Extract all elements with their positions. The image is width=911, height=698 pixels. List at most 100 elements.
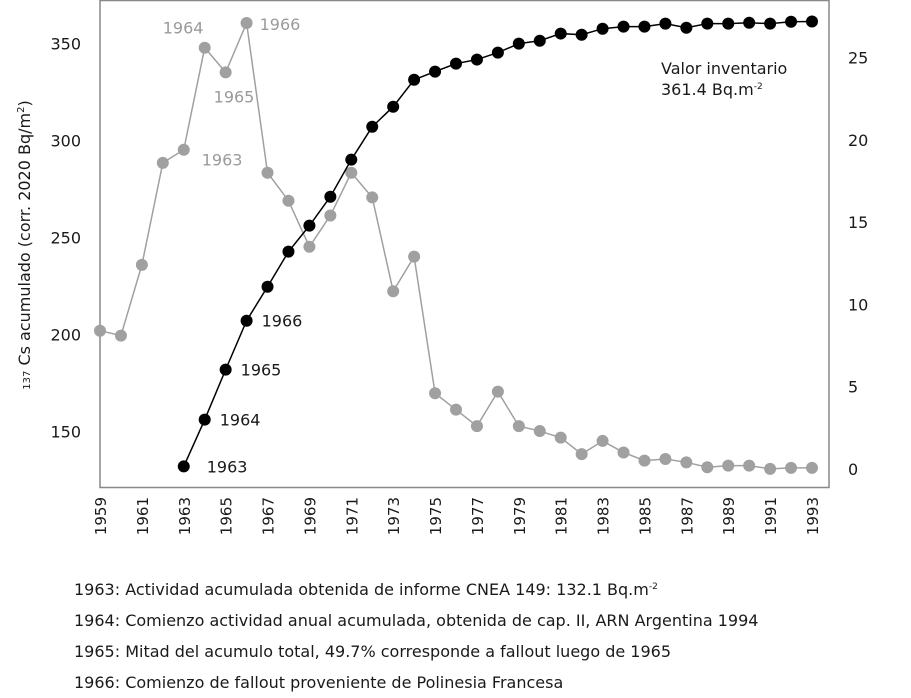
data-point (638, 454, 651, 467)
data-point (701, 17, 714, 30)
data-point (470, 53, 483, 66)
data-point (177, 143, 190, 156)
data-point (429, 387, 442, 400)
x-axis-tick-label: 1991 (762, 497, 780, 535)
data-point (680, 456, 693, 469)
left-axis-tick-label: 300 (50, 132, 81, 151)
right-axis-tick-label: 15 (848, 213, 868, 232)
y-axis-label-text: 137 Cs acumulado (corr. 2020 Bq/m2) (15, 100, 34, 389)
footnote-exponent: -2 (648, 582, 658, 592)
x-axis-ticks: 1959 1961 1963 1965 1967 1969 1971 1973 1975 1977… (92, 497, 822, 535)
footnote-1966: 1966: Comienzo de fallout proveniente de… (74, 667, 758, 698)
data-point (743, 459, 756, 472)
x-axis-tick-label: 1965 (218, 497, 236, 535)
data-point (282, 245, 295, 258)
left-axis-tick-label: 250 (50, 229, 81, 248)
left-axis-tick-label: 350 (50, 35, 81, 54)
plot-area-frame (99, 0, 830, 489)
data-point (806, 461, 818, 474)
gray-point-label: 1963 (202, 151, 243, 170)
x-axis-tick-label: 1993 (804, 497, 822, 535)
y-axis-label-tail: ) (15, 100, 34, 106)
data-point (219, 66, 232, 79)
right-axis-tick-label: 10 (848, 295, 868, 314)
gray-point-label: 1966 (260, 15, 301, 34)
right-axis-tick-label: 5 (848, 378, 858, 397)
footnote-1965: 1965: Mitad del acumulo total, 49.7% cor… (74, 636, 758, 667)
data-point (659, 453, 672, 466)
data-point (596, 22, 609, 35)
data-point (785, 15, 798, 28)
right-axis-tick-label: 0 (848, 460, 858, 479)
black-point-label: 1963 (207, 457, 248, 476)
black-point-label: 1964 (220, 411, 261, 430)
gray-point-label: 1965 (214, 87, 255, 106)
y-axis-label-exp: 2 (16, 107, 27, 113)
data-point (261, 166, 274, 179)
x-axis-tick-label: 1973 (385, 497, 403, 535)
data-point (701, 461, 714, 474)
data-point (638, 20, 651, 33)
x-axis-tick-label: 1961 (134, 497, 152, 535)
data-point (387, 285, 400, 298)
data-point (491, 385, 504, 398)
data-point (722, 17, 735, 30)
data-point (240, 17, 253, 30)
x-axis-tick-label: 1969 (301, 497, 319, 535)
data-point (324, 190, 337, 203)
data-point (135, 258, 148, 271)
data-point (366, 120, 379, 133)
data-point (743, 16, 756, 29)
right-axis-tick-label: 25 (848, 49, 868, 68)
x-axis-tick-label: 1959 (92, 497, 110, 535)
data-point (94, 324, 106, 337)
data-point (156, 156, 169, 169)
data-point (387, 100, 400, 113)
x-axis-tick-label: 1985 (636, 497, 654, 535)
inventory-exponent: -2 (754, 82, 763, 92)
left-axis-tick-label: 150 (50, 423, 81, 442)
series-cumulative (177, 15, 818, 473)
data-point (764, 462, 777, 475)
x-axis-tick-label: 1963 (176, 497, 194, 535)
data-point (219, 363, 232, 376)
inventory-label-line2: 361.4 Bq.m-2 (661, 80, 763, 99)
data-point (114, 329, 127, 342)
footnote-text: 1966: Comienzo de fallout proveniente de… (74, 673, 564, 692)
data-point (722, 459, 735, 472)
data-point (659, 17, 672, 30)
data-point (491, 46, 504, 59)
y-axis-label-isotope: 137 (22, 371, 33, 390)
footnote-text: 1963: Actividad acumulada obtenida de in… (74, 580, 649, 599)
x-axis-tick-label: 1975 (427, 497, 445, 535)
data-point (303, 219, 316, 232)
left-axis-ticks: 150 200 250 300 350 (50, 35, 81, 442)
data-point (450, 57, 462, 70)
data-point (533, 425, 546, 438)
x-axis-tick-label: 1983 (595, 497, 613, 535)
x-axis-tick-label: 1977 (469, 497, 487, 535)
data-point (512, 37, 525, 50)
data-point (324, 209, 337, 222)
data-point (596, 434, 609, 447)
x-axis-tick-label: 1987 (678, 497, 696, 535)
black-point-label: 1966 (262, 312, 303, 331)
data-point (617, 446, 630, 459)
footnote-text: 1964: Comienzo actividad anual acumulada… (74, 611, 759, 630)
data-point (554, 27, 567, 40)
data-point (785, 461, 798, 474)
gray-point-label: 1964 (163, 19, 204, 38)
data-point (282, 194, 295, 207)
black-point-label: 1965 (241, 361, 282, 380)
data-point (198, 413, 211, 426)
x-axis-tick-label: 1981 (553, 497, 571, 535)
data-point (408, 250, 421, 263)
data-point (512, 420, 525, 433)
data-point (806, 15, 818, 28)
data-point (198, 41, 211, 54)
right-axis-ticks: 0 5 10 15 20 25 (848, 49, 868, 479)
footnote-1963: 1963: Actividad acumulada obtenida de in… (74, 572, 758, 605)
data-point (345, 153, 358, 166)
data-point (366, 191, 379, 204)
data-point (240, 314, 253, 327)
